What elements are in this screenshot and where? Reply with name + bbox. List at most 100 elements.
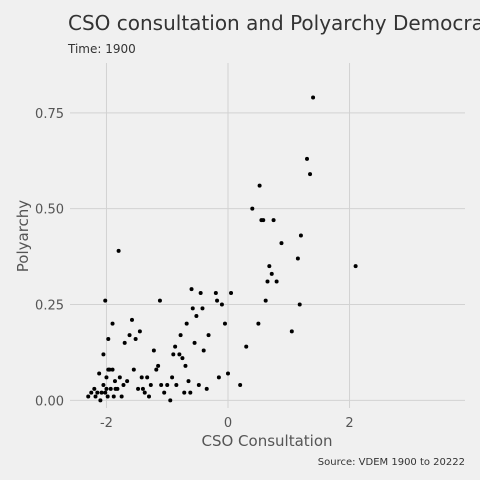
data-point: [178, 333, 183, 338]
data-point: [201, 348, 206, 353]
data-point: [110, 321, 115, 326]
data-point: [145, 375, 150, 380]
data-point: [216, 375, 221, 380]
data-point: [121, 383, 126, 387]
data-point: [186, 379, 191, 384]
data-point: [147, 394, 151, 399]
chart-subtitle: Time: 1900: [67, 42, 136, 56]
data-point: [244, 344, 249, 349]
data-point: [154, 367, 159, 372]
data-point: [305, 156, 309, 161]
x-tick-label: -2: [100, 416, 113, 431]
data-point: [267, 264, 272, 269]
data-point: [171, 352, 176, 357]
data-point: [97, 371, 102, 376]
data-point: [86, 394, 91, 399]
data-point: [174, 383, 179, 387]
data-point: [106, 367, 111, 372]
data-point: [190, 306, 195, 311]
data-point: [142, 390, 147, 395]
data-point: [180, 356, 185, 361]
data-point: [265, 279, 270, 284]
data-point: [206, 333, 211, 338]
data-point: [165, 383, 170, 387]
data-point: [182, 390, 187, 395]
data-point: [89, 390, 94, 395]
data-point: [177, 352, 182, 357]
data-point: [95, 390, 100, 395]
data-point: [125, 379, 130, 384]
grid-lines: [70, 63, 465, 408]
data-point: [103, 390, 108, 395]
data-point: [106, 337, 111, 341]
data-point: [139, 375, 144, 380]
data-point: [117, 375, 122, 380]
data-point: [279, 241, 284, 246]
data-point: [162, 390, 167, 395]
data-point: [184, 321, 189, 326]
data-point: [222, 321, 227, 326]
data-point: [204, 386, 209, 391]
data-point: [127, 333, 132, 338]
data-point: [137, 329, 142, 334]
data-point: [311, 95, 316, 100]
data-point: [101, 352, 106, 357]
data-point: [257, 183, 262, 188]
data-point: [229, 291, 234, 295]
data-point: [200, 306, 205, 311]
data-point: [131, 367, 136, 372]
data-point: [308, 172, 313, 177]
data-point: [213, 291, 218, 295]
chart-title: CSO consultation and Polyarchy Democracy: [68, 11, 480, 35]
data-point: [194, 314, 199, 318]
y-axis-title: Polyarchy: [14, 200, 32, 273]
data-point: [93, 394, 98, 399]
data-point: [271, 218, 276, 223]
data-point: [115, 386, 120, 391]
data-point: [140, 386, 145, 391]
data-point: [92, 386, 97, 391]
data-point: [189, 287, 194, 292]
data-point: [215, 298, 220, 303]
data-point: [263, 298, 268, 303]
x-axis-title: CSO Consultation: [201, 432, 332, 450]
data-point: [148, 383, 153, 387]
data-point: [192, 340, 197, 345]
data-point: [261, 218, 266, 223]
data-point: [250, 206, 255, 211]
data-point: [101, 383, 106, 387]
data-point: [183, 363, 188, 368]
data-point: [188, 390, 193, 395]
data-point: [157, 298, 162, 303]
data-point: [105, 394, 110, 399]
data-point: [226, 371, 230, 376]
data-point: [122, 340, 127, 345]
data-point: [168, 398, 173, 403]
data-point: [353, 264, 358, 269]
data-points: [86, 95, 358, 403]
data-point: [103, 298, 108, 303]
data-point: [295, 256, 300, 261]
data-point: [151, 348, 156, 353]
data-point: [99, 390, 104, 395]
source-caption: Source: VDEM 1900 to 20222: [318, 457, 465, 468]
data-point: [297, 302, 302, 307]
y-tick-label: 0.25: [35, 299, 64, 314]
data-point: [112, 379, 117, 384]
axis-tick-labels: -2 0 2 0.00 0.25 0.50 0.75: [35, 107, 354, 431]
data-point: [98, 398, 103, 403]
data-point: [274, 279, 279, 284]
data-point: [159, 383, 164, 387]
data-point: [111, 394, 116, 399]
data-point: [104, 375, 109, 380]
data-point: [108, 386, 113, 391]
data-point: [269, 271, 274, 276]
data-point: [173, 344, 178, 349]
data-point: [119, 394, 124, 399]
data-point: [136, 386, 141, 391]
data-point: [116, 248, 121, 253]
data-point: [289, 329, 294, 334]
data-point: [104, 386, 109, 391]
data-point: [198, 291, 203, 295]
data-point: [110, 367, 115, 372]
